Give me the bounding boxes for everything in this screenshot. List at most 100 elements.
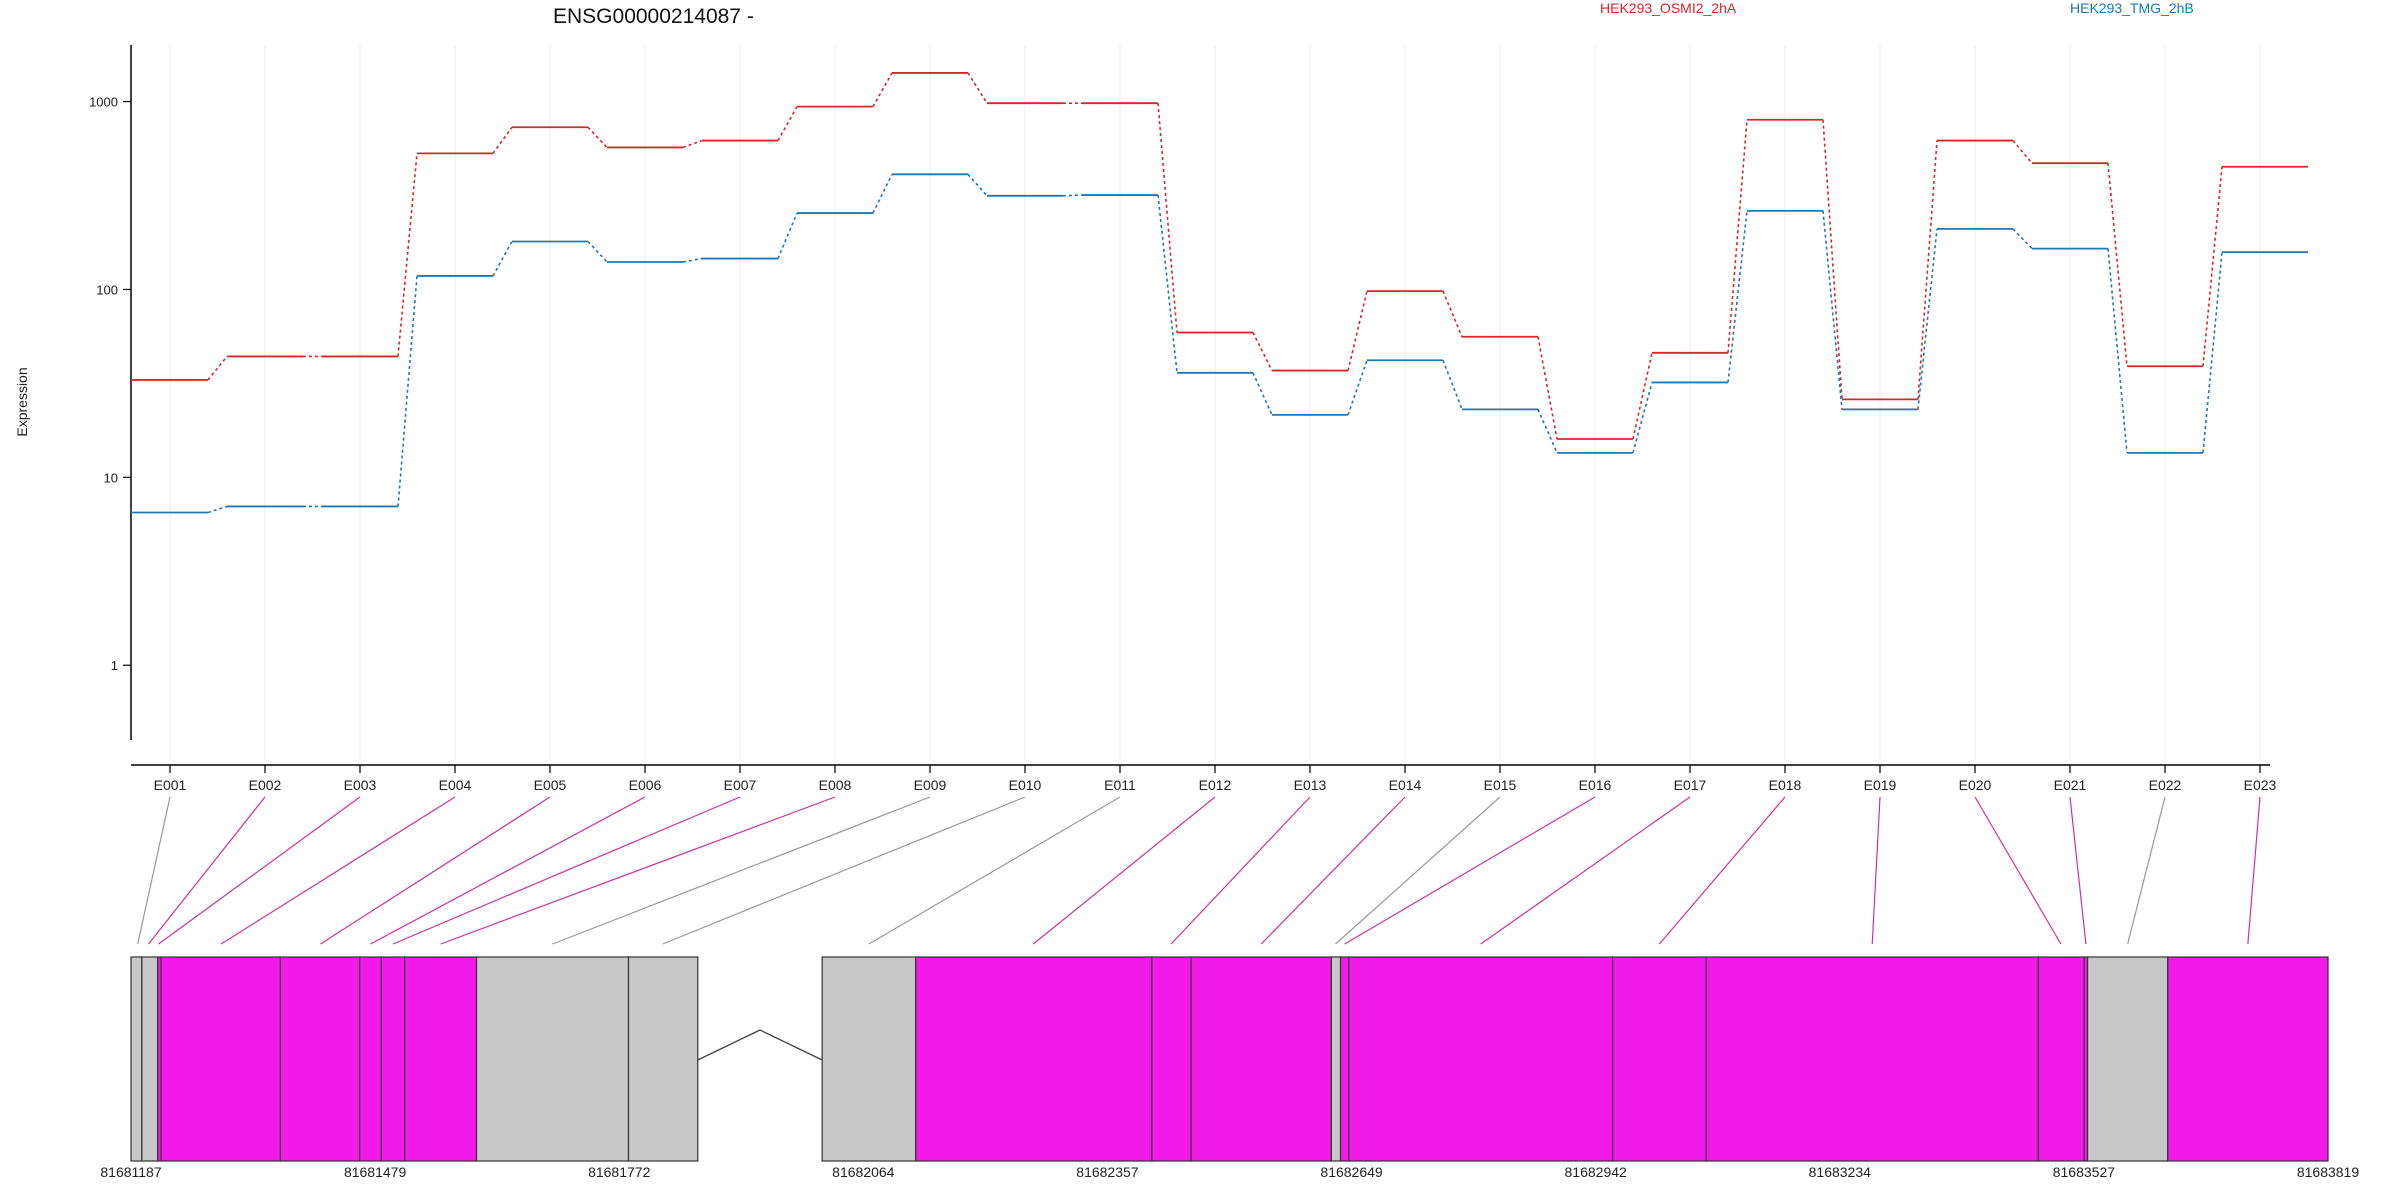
exon-connector [370, 796, 646, 945]
x-tick-label: E021 [2054, 777, 2087, 793]
y-tick-label: 10 [104, 470, 118, 485]
coordinate-label: 81682357 [1076, 1164, 1139, 1180]
exon-block [1705, 956, 2039, 1162]
exon-connector [2127, 796, 2166, 945]
nontested-block [2086, 956, 2169, 1162]
nontested-block [475, 956, 630, 1162]
exon-connector [392, 796, 741, 945]
series-transition [1347, 290, 1368, 371]
exon-connectors [137, 796, 2261, 945]
exon-block [160, 956, 282, 1162]
coordinate-label: 81683527 [2053, 1164, 2116, 1180]
exon-connector [1344, 796, 1596, 945]
series-transition [1917, 140, 1938, 400]
series-transition [1252, 372, 1273, 416]
series-transition [1347, 359, 1368, 416]
exon-connector [1974, 796, 2062, 945]
x-tick-label: E012 [1199, 777, 1232, 793]
exon-connector [2069, 796, 2087, 945]
x-tick-label: E016 [1579, 777, 1612, 793]
exon-block [2167, 956, 2329, 1162]
series-transition [2202, 252, 2223, 453]
series-transition [2107, 248, 2128, 453]
x-tick-label: E006 [629, 777, 662, 793]
coordinate-label: 81681772 [588, 1164, 651, 1180]
exon-connector [2247, 796, 2261, 945]
x-tick-label: E018 [1769, 777, 1802, 793]
series-transition [682, 139, 703, 149]
series-transition [1632, 352, 1653, 440]
x-tick-label: E001 [154, 777, 187, 793]
y-tick-label: 100 [96, 282, 118, 297]
x-tick-label: E017 [1674, 777, 1707, 793]
exon-connector [220, 796, 456, 945]
exon-block [1612, 956, 1707, 1162]
x-tick-label: E014 [1389, 777, 1422, 793]
series-transition [207, 355, 228, 381]
exon-connector [1480, 796, 1691, 945]
coordinate-label: 81683819 [2297, 1164, 2360, 1180]
series-transition [492, 126, 513, 154]
exon-connector [440, 796, 836, 945]
exon-block [380, 956, 406, 1162]
exon-connector [1658, 796, 1786, 945]
coordinate-label: 81683234 [1809, 1164, 1872, 1180]
x-tick-label: E022 [2149, 777, 2182, 793]
series-transition [397, 275, 418, 507]
series-transition [2107, 163, 2128, 367]
exon-block [915, 956, 1153, 1162]
nontested-block [1330, 956, 1342, 1162]
genomic-coordinates: 81681187 81681479 81681772 81682064 81682357… [100, 1164, 2359, 1180]
exon-connector [552, 796, 931, 945]
exon-connector [148, 796, 266, 945]
legend-entry-series-1: HEK293_OSMI2_2hA [1600, 0, 1737, 16]
chart-title: ENSG00000214087 - [553, 5, 754, 28]
exon-block [359, 956, 383, 1162]
series-lines [131, 72, 2308, 514]
x-tick-label: E004 [439, 777, 472, 793]
coordinate-label: 81682649 [1320, 1164, 1383, 1180]
series-transition [1062, 194, 1083, 197]
legend-entry-series-2: HEK293_TMG_2hB [2070, 0, 2194, 16]
exon-connector [1260, 796, 1406, 945]
coordinate-label: 81682064 [832, 1164, 895, 1180]
series-transition [397, 153, 418, 357]
x-tick-label: E019 [1864, 777, 1897, 793]
series-transition [1917, 228, 1938, 410]
x-tick-label: E010 [1009, 777, 1042, 793]
y-tick-label: 1000 [89, 95, 118, 110]
x-tick-label: E002 [249, 777, 282, 793]
x-tick-label: E023 [2244, 777, 2277, 793]
series-transition [1537, 336, 1558, 440]
series-transition [682, 257, 703, 263]
coordinate-label: 81681479 [344, 1164, 407, 1180]
x-tick-label: E020 [1959, 777, 1992, 793]
series-transition [587, 240, 608, 263]
series-transition [587, 126, 608, 148]
x-tick-label: E003 [344, 777, 377, 793]
exon-connector [320, 796, 551, 945]
series-transition [1822, 119, 1843, 400]
series-transition [1157, 103, 1178, 333]
series-transition [967, 173, 988, 197]
exon-connector [158, 796, 361, 945]
exon-connector [662, 796, 1026, 945]
series-transition [777, 212, 798, 259]
x-tick-label: E015 [1484, 777, 1517, 793]
nontested-block [627, 956, 699, 1162]
exon-block [2037, 956, 2085, 1162]
exon-connector [868, 796, 1121, 945]
series-transition [2012, 140, 2033, 164]
series-transition [1442, 290, 1463, 338]
series-transition [2012, 228, 2033, 250]
gene-model [130, 956, 2329, 1162]
axes: 1 10 100 1000 E001 E002 E003 E004 E005 E006 E007 E0… [89, 45, 2277, 793]
series-transition [1727, 210, 1748, 383]
nontested-block [141, 956, 159, 1162]
exon-block [1348, 956, 1614, 1162]
coordinate-label: 81681187 [100, 1164, 161, 1180]
exon-connector [1871, 796, 1881, 945]
exon-block [1151, 956, 1192, 1162]
x-tick-label: E011 [1104, 777, 1136, 793]
